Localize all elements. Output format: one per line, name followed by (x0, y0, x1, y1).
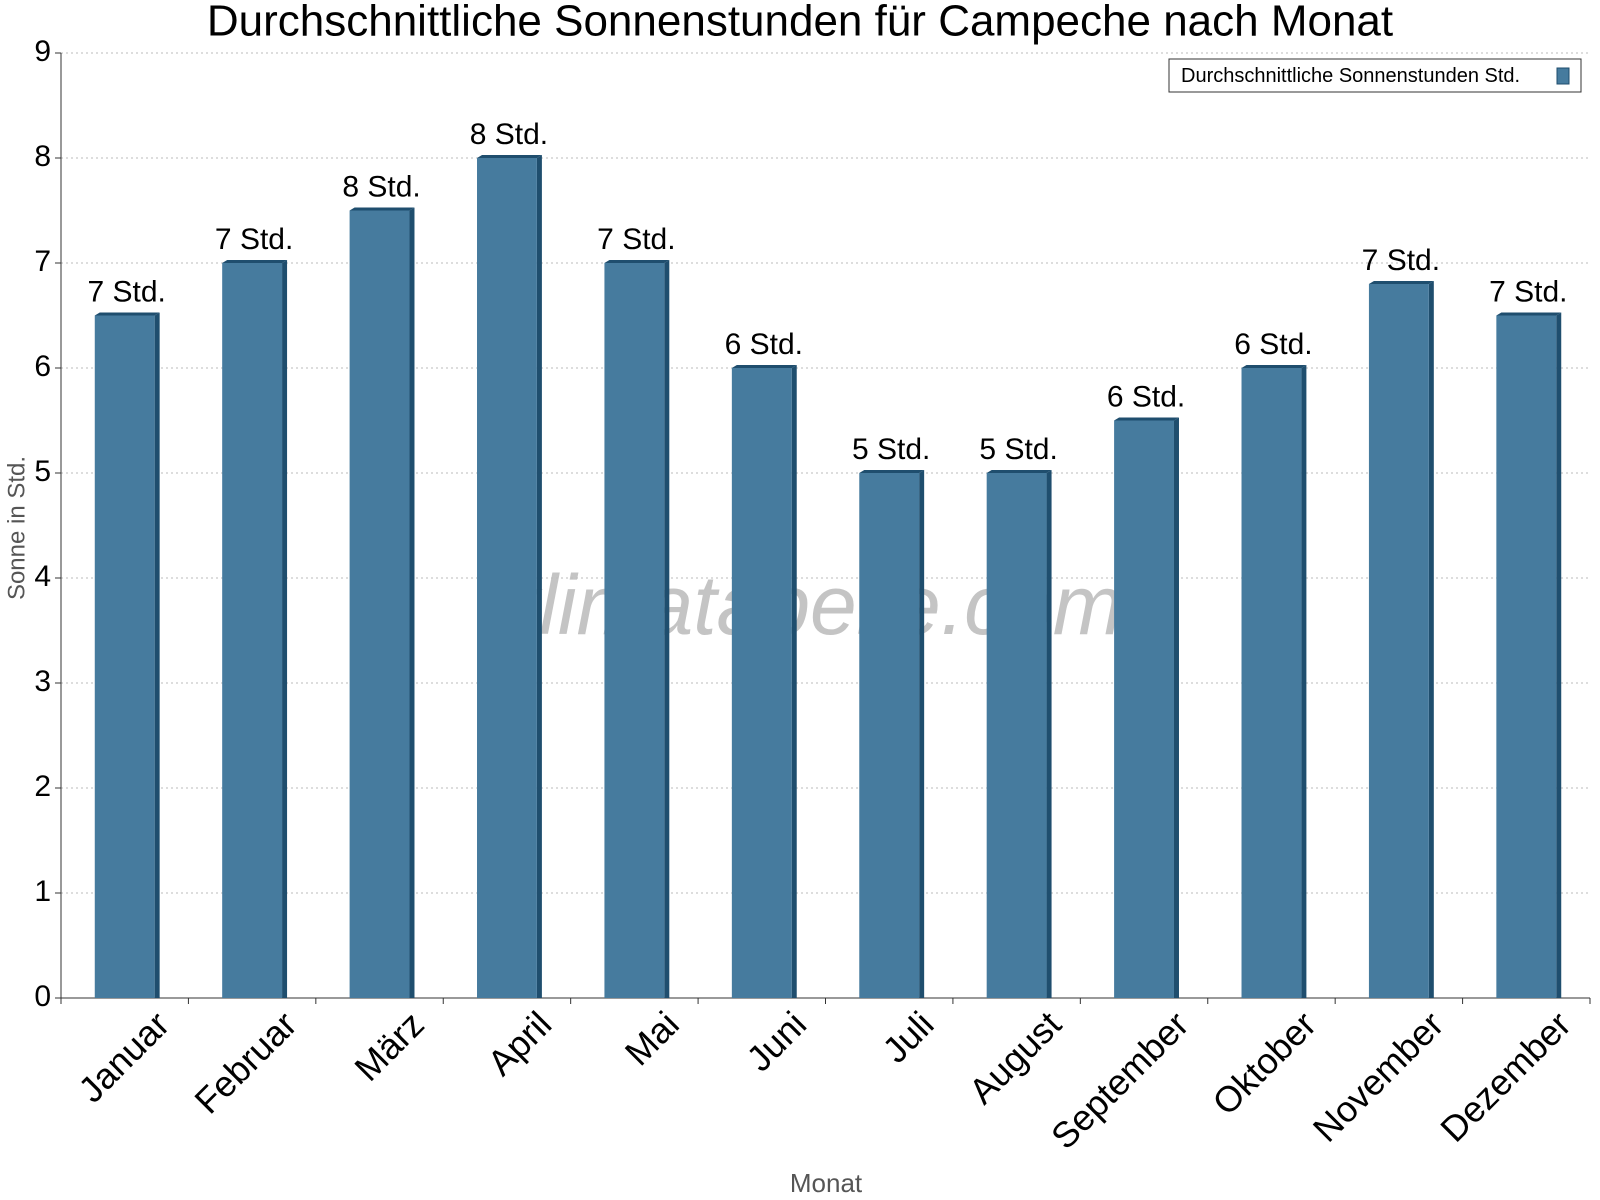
bar-top (859, 470, 925, 473)
bar-side (1556, 312, 1562, 998)
y-axis-label: Sonne in Std. (3, 456, 30, 600)
bar (94, 315, 155, 998)
y-tick-label: 4 (34, 560, 51, 593)
legend-label: Durchschnittliche Sonnenstunden Std. (1181, 65, 1520, 87)
bar-top (986, 470, 1052, 473)
y-tick-label: 0 (34, 980, 51, 1013)
bar (731, 368, 792, 998)
bar (1114, 420, 1174, 998)
legend-box (1168, 58, 1582, 93)
bar-side (154, 312, 160, 998)
y-tick-label: 2 (34, 770, 51, 803)
bar-top (1496, 312, 1562, 316)
y-tick-label: 6 (34, 350, 51, 383)
bar-side (1173, 417, 1179, 998)
bar-top (349, 207, 415, 211)
bar-top (1114, 417, 1179, 421)
legend-swatch (1556, 67, 1570, 85)
y-tick-label: 9 (34, 35, 51, 68)
bar-side (1428, 281, 1434, 998)
legend: Durchschnittliche Sonnenstunden Std. (1168, 58, 1582, 93)
value-label: 7 Std. (1362, 244, 1440, 277)
value-label: 6 Std. (1234, 328, 1312, 361)
bar-side (791, 365, 797, 998)
bar (1496, 315, 1557, 998)
y-tick-label: 1 (34, 875, 51, 908)
bar (859, 473, 920, 998)
value-label: 6 Std. (1107, 380, 1185, 413)
bar-side (409, 207, 415, 998)
bar (477, 158, 537, 998)
bar-top (94, 312, 160, 316)
value-label: 5 Std. (979, 433, 1057, 466)
value-label: 7 Std. (88, 275, 166, 308)
value-label: 7 Std. (215, 223, 293, 256)
bar-side (1046, 470, 1052, 998)
bar (349, 210, 410, 998)
bar-side (919, 470, 925, 998)
y-tick-label: 5 (34, 455, 51, 488)
y-tick-label: 8 (34, 140, 51, 173)
bar (986, 473, 1047, 998)
bar-side (282, 260, 288, 998)
bar (1368, 284, 1429, 998)
bar-top (1241, 365, 1307, 368)
bar-top (222, 260, 288, 263)
value-label: 6 Std. (725, 328, 803, 361)
bar-top (604, 260, 670, 263)
value-label: 7 Std. (1489, 275, 1567, 308)
y-tick-label: 7 (34, 245, 51, 278)
chart-title: Durchschnittliche Sonnenstunden für Camp… (207, 0, 1393, 46)
bar (1241, 368, 1302, 998)
value-label: 7 Std. (597, 223, 675, 256)
bar (604, 263, 665, 998)
bar-top (477, 155, 542, 158)
bar-top (1368, 281, 1434, 284)
bar (222, 263, 283, 998)
x-axis-label: Monat (790, 1168, 863, 1198)
y-tick-label: 3 (34, 665, 51, 698)
value-label: 5 Std. (852, 433, 930, 466)
bar-side (664, 260, 670, 998)
value-label: 8 Std. (342, 170, 420, 203)
value-label: 8 Std. (470, 118, 548, 151)
bar-side (536, 155, 542, 998)
bar-top (731, 365, 797, 368)
bar-side (1301, 365, 1307, 998)
